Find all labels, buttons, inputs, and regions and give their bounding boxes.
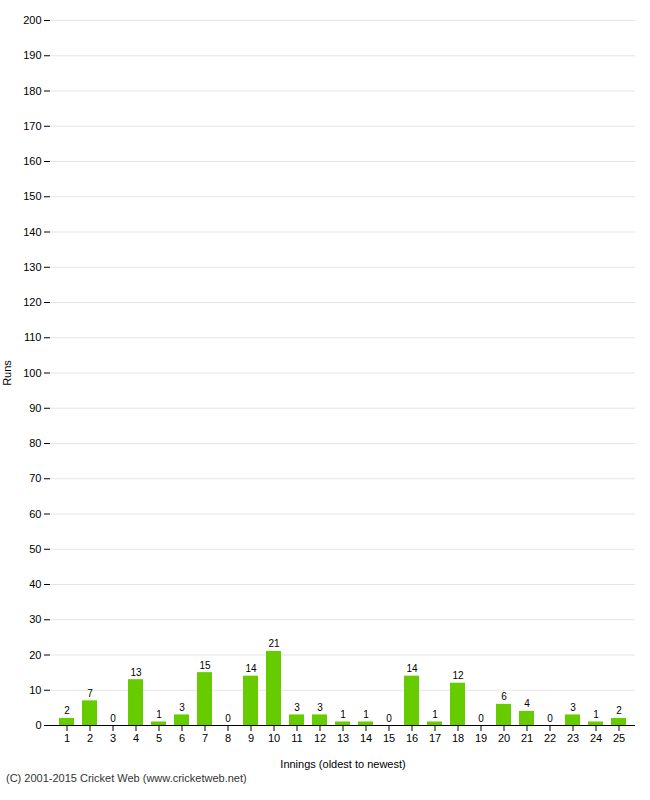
svg-text:130: 130 <box>23 261 41 273</box>
svg-text:80: 80 <box>29 437 41 449</box>
svg-text:7: 7 <box>87 688 93 699</box>
svg-text:1: 1 <box>64 732 70 744</box>
svg-text:4: 4 <box>133 732 139 744</box>
svg-text:2: 2 <box>64 705 70 716</box>
svg-text:140: 140 <box>23 226 41 238</box>
svg-text:10: 10 <box>268 732 280 744</box>
svg-text:0: 0 <box>225 713 231 724</box>
svg-text:23: 23 <box>567 732 579 744</box>
svg-text:Runs: Runs <box>1 360 13 386</box>
svg-text:8: 8 <box>225 732 231 744</box>
svg-text:6: 6 <box>501 691 507 702</box>
svg-text:70: 70 <box>29 472 41 484</box>
svg-text:3: 3 <box>317 702 323 713</box>
svg-text:6: 6 <box>179 732 185 744</box>
svg-text:0: 0 <box>35 719 41 731</box>
svg-text:90: 90 <box>29 402 41 414</box>
svg-text:25: 25 <box>613 732 625 744</box>
svg-text:9: 9 <box>248 732 254 744</box>
svg-text:60: 60 <box>29 508 41 520</box>
svg-text:110: 110 <box>24 331 42 343</box>
svg-text:18: 18 <box>452 732 464 744</box>
svg-text:1: 1 <box>340 709 346 720</box>
svg-text:180: 180 <box>23 85 41 97</box>
svg-text:3: 3 <box>294 702 300 713</box>
svg-text:Innings (oldest to newest): Innings (oldest to newest) <box>280 758 405 770</box>
svg-text:12: 12 <box>314 732 326 744</box>
svg-text:0: 0 <box>547 713 553 724</box>
svg-text:120: 120 <box>23 296 41 308</box>
svg-text:13: 13 <box>337 732 349 744</box>
svg-text:14: 14 <box>245 663 257 674</box>
svg-text:19: 19 <box>475 732 487 744</box>
svg-text:3: 3 <box>179 702 185 713</box>
svg-text:1: 1 <box>156 709 162 720</box>
svg-text:1: 1 <box>593 709 599 720</box>
svg-text:2: 2 <box>616 705 622 716</box>
svg-text:2: 2 <box>87 732 93 744</box>
svg-text:15: 15 <box>383 732 395 744</box>
svg-text:14: 14 <box>360 732 372 744</box>
svg-text:160: 160 <box>23 155 41 167</box>
svg-text:50: 50 <box>29 543 41 555</box>
svg-text:20: 20 <box>29 649 41 661</box>
svg-text:3: 3 <box>110 732 116 744</box>
svg-text:10: 10 <box>29 684 41 696</box>
svg-text:0: 0 <box>478 713 484 724</box>
svg-text:100: 100 <box>23 367 41 379</box>
svg-text:4: 4 <box>524 698 530 709</box>
svg-text:0: 0 <box>386 713 392 724</box>
svg-text:13: 13 <box>130 667 142 678</box>
svg-text:5: 5 <box>156 732 162 744</box>
svg-text:7: 7 <box>202 732 208 744</box>
svg-text:22: 22 <box>544 732 556 744</box>
svg-text:24: 24 <box>590 732 602 744</box>
svg-text:1: 1 <box>432 709 438 720</box>
svg-text:17: 17 <box>429 732 441 744</box>
svg-text:1: 1 <box>363 709 369 720</box>
svg-text:20: 20 <box>498 732 510 744</box>
svg-text:21: 21 <box>521 732 533 744</box>
svg-text:14: 14 <box>406 663 418 674</box>
svg-text:0: 0 <box>110 713 116 724</box>
svg-text:40: 40 <box>29 578 41 590</box>
svg-text:15: 15 <box>199 660 211 671</box>
svg-text:16: 16 <box>406 732 418 744</box>
svg-text:11: 11 <box>291 732 302 744</box>
svg-text:150: 150 <box>23 190 41 202</box>
svg-text:190: 190 <box>23 49 41 61</box>
svg-text:12: 12 <box>452 670 464 681</box>
svg-text:200: 200 <box>23 14 41 26</box>
html-text:(C) 2001-2015 Cricket Web (www: (C) 2001-2015 Cricket Web (www.cricketwe… <box>6 772 247 784</box>
svg-text:170: 170 <box>23 120 41 132</box>
svg-text:30: 30 <box>29 613 41 625</box>
svg-text:21: 21 <box>268 638 280 649</box>
svg-text:3: 3 <box>570 702 576 713</box>
